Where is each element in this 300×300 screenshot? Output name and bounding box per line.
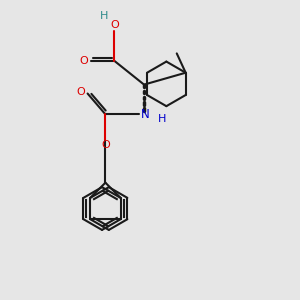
Text: O: O <box>77 87 85 97</box>
Text: H: H <box>158 114 167 124</box>
Text: O: O <box>80 56 88 66</box>
Text: N: N <box>141 108 150 121</box>
Text: H: H <box>100 11 108 21</box>
Text: O: O <box>110 20 119 30</box>
Text: O: O <box>101 140 110 150</box>
